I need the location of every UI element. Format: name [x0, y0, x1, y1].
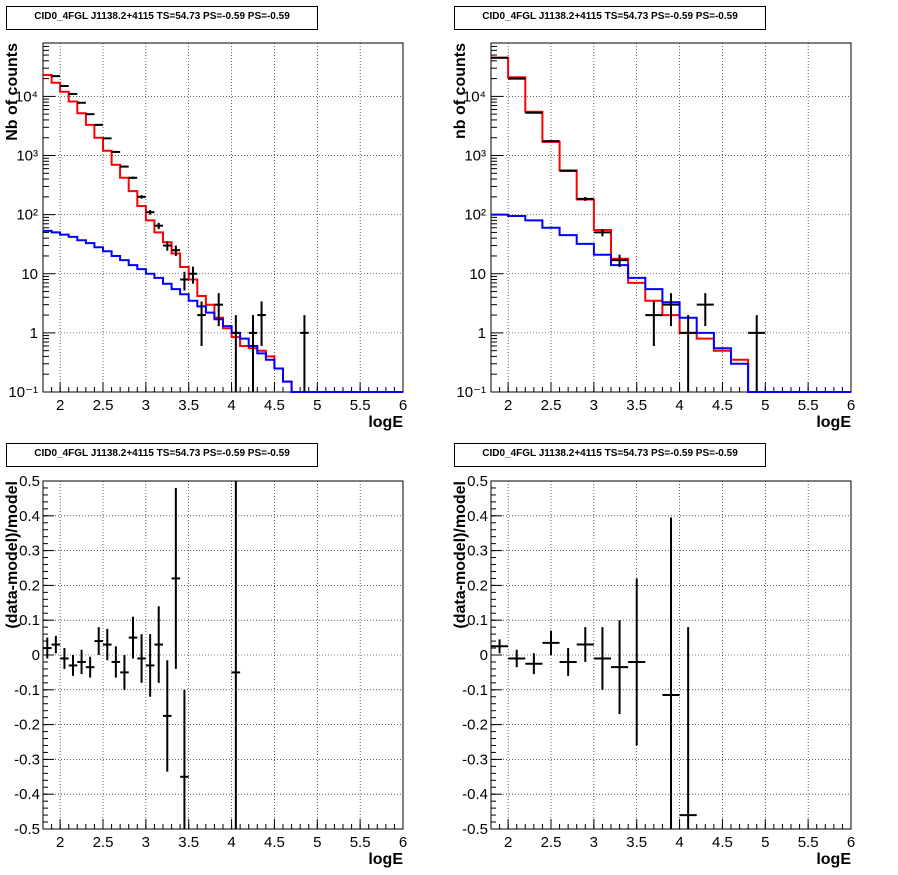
histogram-source-model: [43, 229, 403, 393]
y-tick-label: 10⁻¹: [456, 384, 486, 401]
x-tick-label: 5: [313, 397, 321, 414]
y-tick-label: 0.3: [467, 543, 488, 560]
y-tick-label: -0.5: [14, 821, 40, 838]
x-axis-title: logE: [816, 414, 851, 431]
x-tick-label: 2: [504, 834, 512, 851]
x-tick-label: 2.5: [541, 397, 562, 414]
y-tick-label: 10⁴: [463, 88, 486, 105]
x-tick-label: 5: [761, 834, 769, 851]
y-tick-label: -0.1: [14, 682, 40, 699]
x-tick-label: 2.5: [541, 834, 562, 851]
y-tick-label: -0.2: [462, 717, 488, 734]
x-tick-label: 5.5: [350, 397, 371, 414]
x-tick-label: 4.5: [264, 834, 285, 851]
y-tick-label: 10²: [464, 207, 486, 224]
x-tick-label: 4: [227, 834, 235, 851]
x-tick-label: 3.5: [178, 834, 199, 851]
panel-bottom-left: 2 2.5 3 3.5 4 4.5 5 5.5 6 -0.5 -0.4 -0.3 -0.2 -0.1 0 0.…: [4, 473, 407, 868]
x-tick-label: 6: [847, 397, 855, 414]
x-tick-label: 3: [590, 397, 598, 414]
plot-frame: [42, 42, 404, 393]
plot-frame: [490, 42, 852, 393]
panel-title-bottom-left: CID0_4FGL J1138.2+4115 TS=54.73 PS=-0.59…: [6, 443, 318, 467]
y-tick-label: 0.2: [467, 577, 488, 594]
panel-top-right: 2 2.5 3 3.5 4 4.5 5 5.5 6 10⁻¹ 1 10 10² 10³ 10⁴ logE nb …: [452, 42, 855, 431]
y-tick-label: 10: [21, 266, 38, 283]
y-tick-label: -0.2: [14, 717, 40, 734]
x-tick-label: 5: [761, 397, 769, 414]
y-tick-label: 10⁴: [15, 88, 38, 105]
y-tick-label: 10: [469, 266, 486, 283]
y-tick-label: 10³: [16, 148, 38, 165]
y-axis-title: Nb of counts: [4, 43, 21, 141]
histogram-source-model: [491, 213, 851, 393]
x-tick-label: 3: [590, 834, 598, 851]
y-tick-label: 0.1: [467, 612, 488, 629]
x-tick-label: 3: [142, 397, 150, 414]
x-tick-label: 4.5: [712, 397, 733, 414]
x-axis-title: logE: [816, 851, 851, 868]
y-tick-label: 0.4: [19, 508, 40, 525]
x-tick-label: 2.5: [93, 834, 114, 851]
y-tick-label: 1: [30, 325, 38, 342]
x-tick-label: 4: [227, 397, 235, 414]
x-tick-label: 6: [847, 834, 855, 851]
y-tick-label: 0.4: [467, 508, 488, 525]
panel-title-bottom-right: CID0_4FGL J1138.2+4115 TS=54.73 PS=-0.59…: [454, 443, 766, 467]
y-tick-label: 0.3: [19, 543, 40, 560]
y-tick-label: 10²: [16, 207, 38, 224]
x-tick-label: 4.5: [712, 834, 733, 851]
x-tick-label: 4: [675, 397, 683, 414]
panel-title-top-right: CID0_4FGL J1138.2+4115 TS=54.73 PS=-0.59…: [454, 6, 766, 30]
y-tick-label: -0.5: [462, 821, 488, 838]
x-tick-label: 2: [56, 397, 64, 414]
x-tick-label: 3.5: [626, 834, 647, 851]
y-axis-title: (data-model)/model: [4, 481, 21, 629]
y-tick-label: 0.5: [467, 473, 488, 490]
x-tick-label: 5.5: [798, 397, 819, 414]
x-tick-label: 3: [142, 834, 150, 851]
y-tick-label: 1: [478, 325, 486, 342]
y-tick-label: -0.4: [462, 786, 488, 803]
x-axis-title: logE: [368, 414, 403, 431]
y-tick-label: -0.1: [462, 682, 488, 699]
x-tick-label: 3.5: [626, 397, 647, 414]
x-axis-title: logE: [368, 851, 403, 868]
y-axis-title: nb of counts: [452, 43, 469, 139]
x-tick-label: 2: [504, 397, 512, 414]
x-tick-label: 5.5: [350, 834, 371, 851]
x-tick-label: 6: [399, 397, 407, 414]
y-tick-label: -0.4: [14, 786, 40, 803]
x-tick-label: 2.5: [93, 397, 114, 414]
x-tick-label: 4.5: [264, 397, 285, 414]
x-tick-label: 4: [675, 834, 683, 851]
y-tick-label: -0.3: [14, 751, 40, 768]
y-tick-label: 0.1: [19, 612, 40, 629]
y-tick-label: 0.5: [19, 473, 40, 490]
y-tick-label: 10³: [464, 148, 486, 165]
y-tick-label: 10⁻¹: [8, 384, 38, 401]
y-tick-label: 0.2: [19, 577, 40, 594]
x-tick-label: 2: [56, 834, 64, 851]
x-tick-label: 5.5: [798, 834, 819, 851]
panel-title-top-left: CID0_4FGL J1138.2+4115 TS=54.73 PS=-0.59…: [6, 6, 318, 30]
y-tick-label: -0.3: [462, 751, 488, 768]
panel-top-left: 2 2.5 3 3.5 4 4.5 5 5.5 6 10⁻¹ 1 10 10² 10³ 10⁴ logE Nb …: [4, 42, 407, 431]
x-tick-label: 5: [313, 834, 321, 851]
x-tick-label: 3.5: [178, 397, 199, 414]
y-tick-label: 0: [32, 647, 40, 664]
y-tick-label: 0: [480, 647, 488, 664]
y-axis-title: (data-model)/model: [452, 481, 469, 629]
x-tick-label: 6: [399, 834, 407, 851]
panel-bottom-right: 2 2.5 3 3.5 4 4.5 5 5.5 6 -0.5 -0.4 -0.3 -0.2 -0.1 0 0.…: [452, 473, 855, 868]
